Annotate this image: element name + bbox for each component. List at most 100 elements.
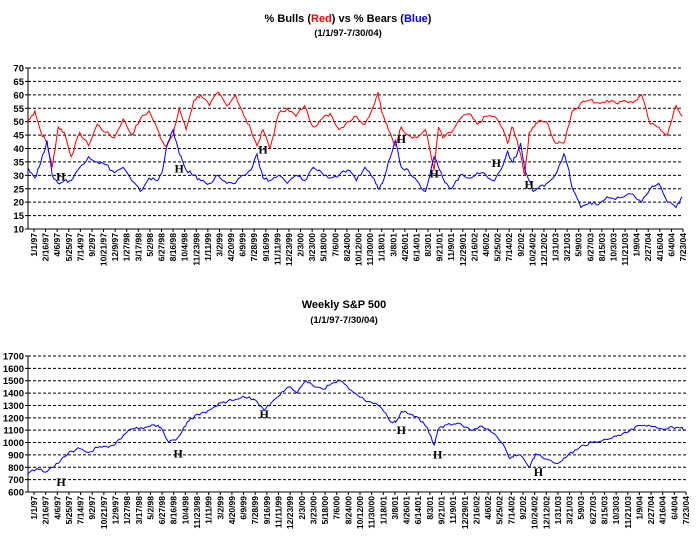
x-tick-label: 10/24/02 — [530, 496, 540, 529]
x-tick-label: 10/21/97 — [99, 496, 109, 529]
sp500-chart: Weekly S&P 500 (1/1/97-7/30/04) 600 70080… — [3, 299, 691, 529]
x-tick-label: 6/27/98 — [157, 496, 167, 525]
x-tick-label: 8/3/01 — [423, 233, 433, 257]
x-tick-label: 10/12/00 — [354, 233, 364, 266]
x-tick-label: 2/3/00 — [297, 496, 307, 520]
x-tick-label: 7/14/97 — [76, 496, 86, 525]
y-tick-label: 600 — [8, 488, 24, 499]
x-tick-label: 7/28/99 — [249, 233, 259, 262]
x-tick-label: 9/2/02 — [516, 233, 526, 257]
x-tick-label: 6/9/99 — [239, 496, 249, 520]
y-tick-label: 1700 — [3, 352, 24, 363]
x-tick-label: 11/11/99 — [272, 233, 282, 265]
y-tick-label: 35 — [13, 157, 24, 168]
x-tick-label: 7/23/04 — [678, 233, 688, 262]
annotation-label: H — [258, 143, 268, 157]
bulls-bears-chart: % Bulls (Red) vs % Bears (Blue) (1/1/97-… — [13, 13, 688, 266]
series-line-bears — [27, 128, 683, 209]
title-part-red: Red — [311, 13, 332, 25]
x-tick-label: 3/8/01 — [388, 233, 398, 257]
y-tick-label: 900 — [8, 450, 24, 461]
x-tick-label: 6/4/04 — [666, 233, 676, 257]
x-tick-label: 7/28/99 — [250, 496, 260, 525]
x-tick-label: 3/21/03 — [565, 496, 575, 525]
x-tick-label: 8/24/00 — [343, 496, 353, 525]
x-tick-label: 1/9/04 — [634, 496, 644, 520]
x-tick-label: 2/16/97 — [41, 496, 51, 525]
x-tick-label: 12/12/02 — [541, 496, 551, 529]
x-tick-label: 5/2/98 — [145, 496, 155, 520]
x-tick-label: 6/27/98 — [156, 233, 166, 262]
title-part-blue: Blue — [404, 13, 428, 25]
x-tick-label: 3/23/00 — [307, 233, 317, 262]
x-tick-label: 6/4/04 — [669, 496, 679, 520]
y-tick-label: 60 — [13, 90, 24, 101]
y-tick-label: 65 — [13, 77, 24, 88]
x-tick-label: 4/6/97 — [52, 496, 62, 520]
x-tick-label: 1/1/97 — [29, 496, 39, 520]
x-tick-label: 5/18/00 — [320, 496, 330, 525]
x-tick-label: 5/2/98 — [145, 233, 155, 257]
x-tick-label: 5/25/97 — [64, 233, 74, 262]
annotation-label: H — [525, 177, 535, 191]
x-tick-label: 3/21/03 — [562, 233, 572, 262]
title-part: % Bulls ( — [265, 13, 312, 25]
y-tick-label: 1500 — [3, 376, 24, 387]
x-tick-label: 4/16/04 — [658, 496, 668, 525]
x-tick-label: 9/2/97 — [87, 496, 97, 520]
annotation-label: H — [56, 475, 66, 489]
sp500-title: Weekly S&P 500 — [302, 299, 387, 311]
x-tick-label: 4/6/02 — [481, 233, 491, 257]
x-tick-label: 3/17/98 — [134, 496, 144, 525]
x-tick-label: 1/18/01 — [377, 233, 387, 262]
x-tick-label: 10/3/03 — [611, 496, 621, 525]
y-tick-label: 800 — [8, 463, 24, 474]
annotation-label: H — [534, 465, 544, 479]
bulls-bears-subtitle: (1/1/97-7/30/04) — [314, 28, 382, 39]
annotation-label: H — [429, 167, 439, 181]
x-tick-label: 2/27/04 — [646, 496, 656, 525]
x-tick-label: 11/30/00 — [367, 496, 377, 529]
x-tick-label: 11/30/00 — [365, 233, 375, 266]
x-tick-label: 1/11/99 — [203, 233, 213, 261]
y-tick-label: 1600 — [3, 364, 24, 375]
bulls-bears-title: % Bulls (Red) vs % Bears (Blue) — [265, 13, 432, 25]
y-tick-label: 1300 — [3, 401, 24, 412]
x-tick-label: 12/12/02 — [539, 233, 549, 266]
annotation-label: H — [433, 448, 443, 462]
y-tick-label: 25 — [13, 184, 24, 195]
x-tick-label: 2/27/04 — [643, 233, 653, 262]
title-part: ) vs % Bears ( — [332, 13, 404, 25]
x-tick-label: 10/4/98 — [180, 233, 190, 262]
x-tick-label: 8/3/01 — [425, 496, 435, 520]
x-tick-label: 5/25/02 — [495, 496, 505, 525]
x-tick-label: 9/16/99 — [262, 496, 272, 525]
x-tick-label: 1/1/97 — [29, 233, 39, 257]
series-line-bulls — [27, 91, 683, 176]
y-tick-label: 1100 — [3, 426, 24, 437]
x-tick-label: 2/16/02 — [471, 496, 481, 525]
x-tick-label: 6/14/01 — [411, 233, 421, 262]
x-tick-label: 6/9/99 — [238, 233, 248, 257]
sp500-subtitle: (1/1/97-7/30/04) — [310, 315, 378, 326]
x-tick-label: 5/25/97 — [64, 496, 74, 525]
x-tick-label: 8/16/98 — [168, 233, 178, 262]
x-tick-label: 5/18/00 — [319, 233, 329, 262]
x-tick-label: 6/14/01 — [413, 496, 423, 525]
y-tick-label: 700 — [8, 475, 24, 486]
x-tick-label: 2/16/02 — [469, 233, 479, 262]
x-tick-label: 11/23/98 — [191, 233, 201, 266]
x-tick-label: 9/21/01 — [435, 233, 445, 262]
y-tick-label: 45 — [13, 131, 24, 142]
x-tick-label: 12/29/01 — [460, 496, 470, 529]
x-tick-label: 6/27/03 — [585, 233, 595, 262]
x-tick-label: 3/2/99 — [215, 496, 225, 520]
x-tick-label: 4/6/97 — [52, 233, 62, 257]
title-part: ) — [428, 13, 432, 25]
x-tick-label: 12/9/97 — [110, 233, 120, 262]
x-tick-label: 9/2/02 — [518, 496, 528, 520]
x-tick-label: 5/9/03 — [574, 233, 584, 257]
